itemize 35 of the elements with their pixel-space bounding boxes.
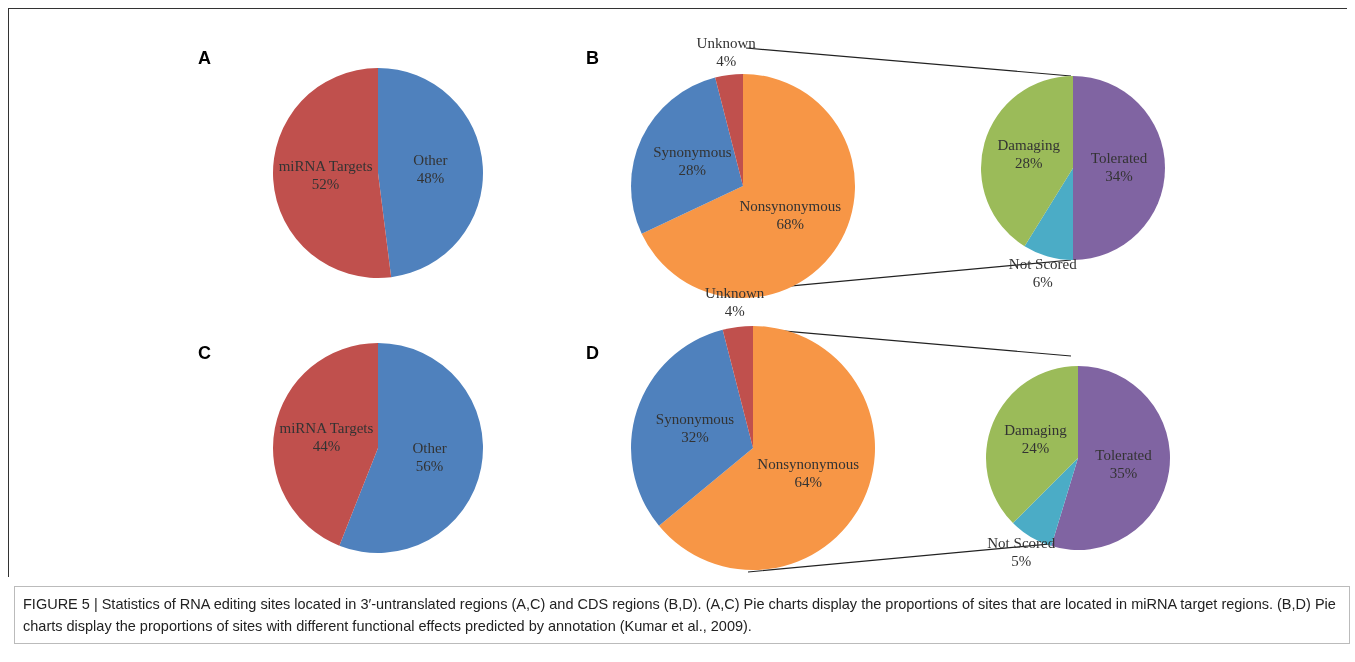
slice-label: Synonymous xyxy=(653,144,732,161)
slice-label: Nonsynonymous xyxy=(739,197,842,214)
slice-label: Tolerated xyxy=(1095,446,1153,463)
data-label: 5% xyxy=(1011,552,1032,569)
data-label: 35% xyxy=(1109,464,1138,481)
slice-label: Damaging xyxy=(1004,422,1068,439)
data-label: 68% xyxy=(776,215,805,232)
slice-label: Damaging xyxy=(997,137,1061,154)
slice-label: Unknown xyxy=(696,34,757,51)
slice-label: Other xyxy=(412,439,447,456)
slice-label: Tolerated xyxy=(1090,149,1148,166)
chart-title: A xyxy=(198,48,211,69)
data-label: 34% xyxy=(1105,167,1133,184)
data-label: 24% xyxy=(1021,440,1050,457)
data-label: 44% xyxy=(312,438,341,455)
data-label: 32% xyxy=(681,429,709,446)
data-label: 64% xyxy=(794,473,822,490)
slice-label: miRNA Targets xyxy=(279,420,374,437)
slice-label: Nonsynonymous xyxy=(757,455,860,472)
slice-label: Other xyxy=(413,151,448,168)
data-label: 4% xyxy=(724,302,745,319)
data-label: 4% xyxy=(716,52,737,69)
data-label: 28% xyxy=(1015,155,1043,172)
slice-label: Synonymous xyxy=(655,411,735,428)
slice-label: Unknown xyxy=(705,284,765,301)
text: B xyxy=(586,48,599,69)
chart-title: C xyxy=(198,343,211,364)
caption: FIGURE 5 | Statistics of RNA editing sites located in 3′-untranslated regions (A,C) and CDS regions (B,D). (A,C) Pie charts display the proportions of sites that are located in miRNA target regions. (B,D) Pie charts display the proportions of sites with different functional effects predicted by annotation (Kumar et al., 2009). xyxy=(23,595,1337,636)
text: D xyxy=(586,343,599,364)
data-label: 28% xyxy=(678,162,707,179)
slice-label: miRNA Targets xyxy=(278,158,373,175)
data-label: 52% xyxy=(311,176,340,193)
data-label: 56% xyxy=(415,457,444,474)
data-label: 48% xyxy=(416,169,445,186)
data-label: 6% xyxy=(1032,274,1053,291)
